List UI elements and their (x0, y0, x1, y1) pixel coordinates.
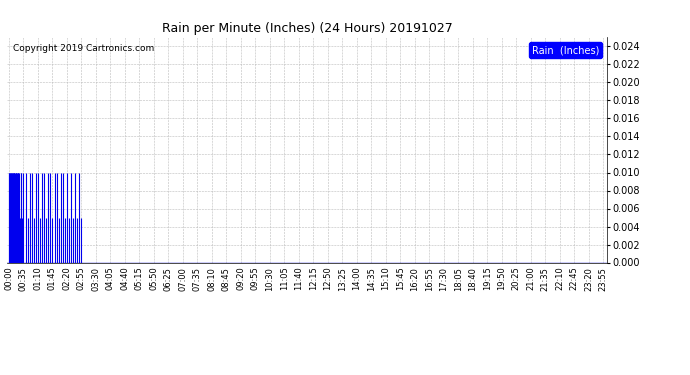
Title: Rain per Minute (Inches) (24 Hours) 20191027: Rain per Minute (Inches) (24 Hours) 2019… (161, 22, 453, 35)
Text: Copyright 2019 Cartronics.com: Copyright 2019 Cartronics.com (13, 44, 154, 53)
Legend: Rain  (Inches): Rain (Inches) (529, 42, 602, 58)
